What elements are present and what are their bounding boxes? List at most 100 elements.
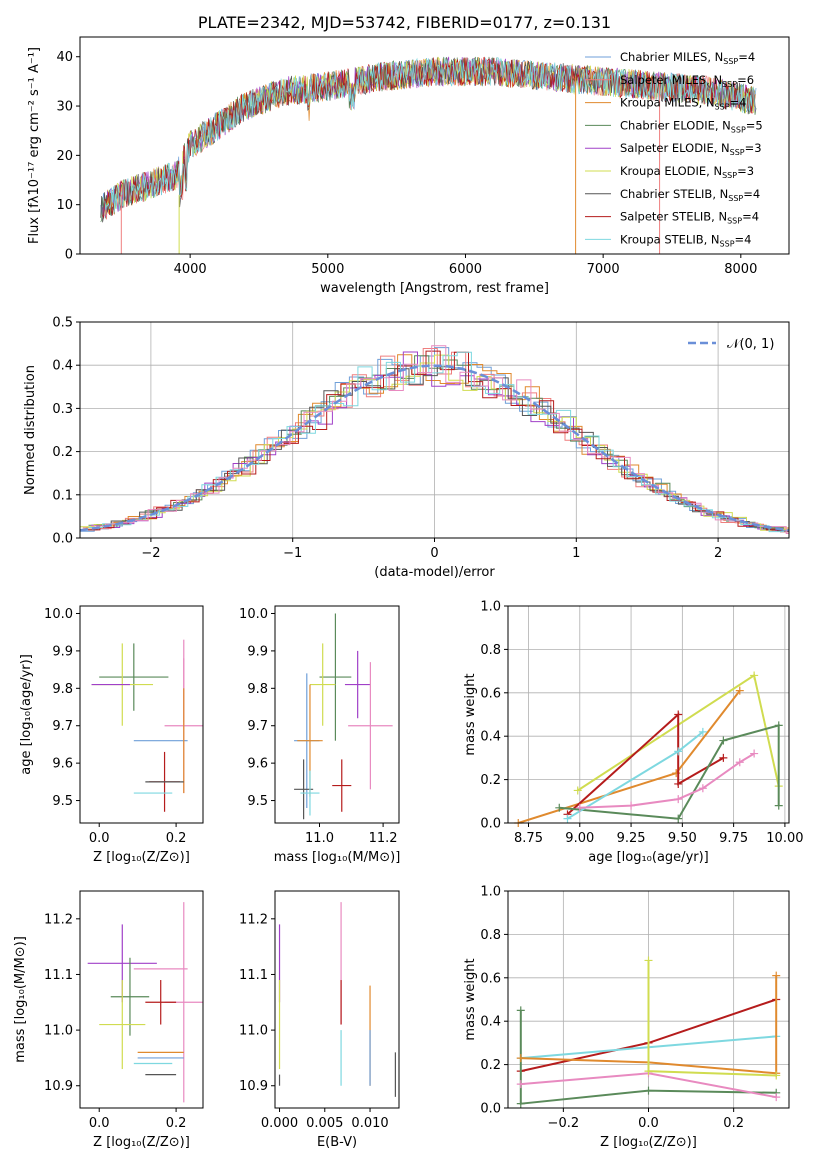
legend-suffix: =3 [745,141,762,155]
legend-subscript: SSP [722,171,737,180]
legend-label: Chabrier STELIB, NSSP=4 [620,187,760,203]
y-tick-label: 0 [65,248,73,263]
x-axis-label: wavelength [Angstrom, rest frame] [320,281,549,296]
mass-weight-marker [735,686,744,695]
x-tick-label: 0.2 [166,831,187,846]
chart-title: PLATE=2342, MJD=53742, FIBERID=0177, z=0… [198,13,611,32]
x-axis-label: E(B-V) [317,1135,357,1150]
x-tick-label: 0 [430,546,438,561]
mass-weight-marker [719,736,728,745]
y-tick-label: 30 [56,100,73,115]
x-tick-label: −0.2 [548,1116,580,1131]
legend-suffix: =4 [735,232,752,246]
legend-subscript: SSP [727,217,742,226]
y-tick-label: 11.2 [239,912,268,927]
mass-weight-marker [772,1093,781,1102]
x-tick-label: 10.00 [766,831,803,846]
y-tick-label: 11.2 [44,912,73,927]
y-tick-label: 0.4 [480,730,501,745]
legend-subscript: SSP [715,103,730,112]
x-tick-label: 8.75 [514,831,543,846]
y-tick-label: 9.7 [247,719,268,734]
legend-label: Salpeter STELIB, NSSP=4 [620,210,759,226]
x-axis-label: (data-model)/error [374,565,495,580]
x-tick-label: 11.2 [369,831,398,846]
legend-label: Kroupa ELODIE, NSSP=3 [620,164,754,180]
x-tick-label: −1 [283,546,302,561]
legend-suffix: =4 [742,210,759,224]
y-tick-label: 0.0 [480,817,501,832]
legend-suffix: =3 [737,164,754,178]
mass-weight-marker [774,801,783,810]
axes-frame [507,605,790,824]
axes-frame [79,36,790,255]
y-axis-label: mass [log₁₀(M/M⊙)] [13,936,28,1063]
y-tick-label: 0.3 [52,402,73,417]
x-axis-label: Z [log₁₀(Z/Z⊙)] [93,850,190,865]
axes-frame [507,890,790,1109]
y-tick-label: 9.7 [52,719,73,734]
mass-weight-marker [575,803,584,812]
legend-suffix: =6 [737,73,754,87]
y-tick-label: 0.4 [480,1015,501,1030]
x-tick-label: 5000 [311,262,344,277]
mass-weight-marker [772,971,781,980]
mass-weight-marker [774,721,783,730]
y-tick-label: 10.9 [44,1079,73,1094]
y-tick-label: 0.0 [52,532,73,547]
y-tick-label: 20 [56,149,73,164]
mass-weight-marker [573,786,582,795]
legend-label: Chabrier ELODIE, NSSP=5 [620,118,763,134]
y-axis-label: mass weight [463,958,478,1040]
x-tick-label: 0.2 [166,1116,187,1131]
mass-weight-marker [674,747,683,756]
y-tick-label: 0.2 [480,1058,501,1073]
legend-suffix: =4 [730,96,747,110]
y-tick-label: 1.0 [480,600,501,615]
y-tick-label: 11.1 [239,968,268,983]
y-tick-label: 0.2 [52,445,73,460]
mass-weight-line [520,975,778,1075]
x-axis-label: Z [log₁₀(Z/Z⊙)] [93,1135,190,1150]
x-tick-label: 0.000 [261,1116,298,1131]
y-axis-label: mass weight [463,673,478,755]
legend-label: 𝒩(0, 1) [727,337,774,352]
y-tick-label: 11.0 [44,1024,73,1039]
y-tick-label: 10.9 [239,1079,268,1094]
axes-frame [79,890,204,1109]
x-tick-label: 9.50 [668,831,697,846]
y-tick-label: 9.9 [247,644,268,659]
y-tick-label: 9.8 [52,682,73,697]
mass-weight-marker [627,801,636,810]
legend-suffix: =4 [738,50,755,64]
y-tick-label: 0.2 [480,773,501,788]
histogram-step [88,351,789,533]
mass-weight-marker [698,784,707,793]
mass-weight-marker [644,1086,653,1095]
x-tick-label: 9.00 [565,831,594,846]
x-tick-label: 8000 [724,262,757,277]
mass-weight-marker [516,1080,525,1089]
y-tick-label: 9.8 [247,682,268,697]
legend-label: Kroupa STELIB, NSSP=4 [620,232,751,248]
mass-weight-marker [735,758,744,767]
y-tick-label: 9.5 [247,794,268,809]
x-tick-label: 7000 [587,262,620,277]
y-tick-label: 11.0 [239,1024,268,1039]
y-tick-label: 10.0 [239,607,268,622]
x-tick-label: 4000 [174,262,207,277]
axes-frame [79,321,790,539]
x-tick-label: 9.75 [719,831,748,846]
y-tick-label: 9.6 [52,757,73,772]
y-tick-label: 9.9 [52,644,73,659]
axes-frame [274,890,400,1109]
mass-weight-marker [644,1067,653,1076]
x-tick-label: 0.0 [638,1116,659,1131]
histogram-step [82,366,789,532]
x-tick-label: 6000 [449,262,482,277]
x-tick-label: 2 [714,546,722,561]
y-tick-label: 0.6 [480,971,501,986]
legend-suffix: =5 [746,118,763,132]
legend-label: Chabrier MILES, NSSP=4 [620,50,755,66]
